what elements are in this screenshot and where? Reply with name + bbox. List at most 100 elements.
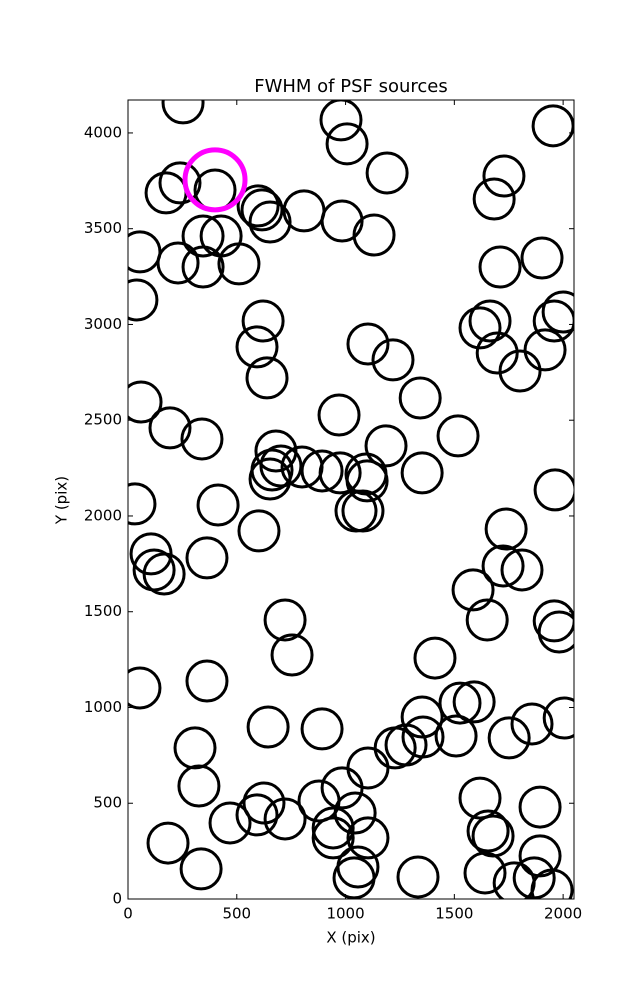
y-tick-label: 4000 — [84, 123, 122, 141]
source-circle — [235, 793, 279, 837]
source-circle — [158, 161, 202, 205]
source-circle — [185, 536, 229, 580]
source-circle — [325, 122, 369, 166]
source-circle — [487, 716, 531, 760]
y-axis-label: Y (pix) — [53, 476, 71, 525]
y-tick-label: 0 — [112, 890, 122, 908]
source-circle — [282, 189, 326, 233]
source-circle — [128, 230, 162, 274]
x-tick-label: 1000 — [326, 905, 364, 923]
source-circle — [246, 705, 290, 749]
source-circle — [518, 834, 562, 878]
source-circle — [542, 696, 574, 740]
x-tick-label: 500 — [222, 905, 251, 923]
source-circle — [180, 417, 224, 461]
source-circle — [530, 868, 574, 899]
source-circle — [518, 785, 562, 829]
x-tick-label: 0 — [123, 905, 133, 923]
source-circle — [161, 100, 205, 125]
source-circle — [320, 199, 364, 243]
y-tick-label: 500 — [93, 794, 122, 812]
source-circle — [500, 548, 544, 592]
source-circle — [146, 821, 190, 865]
source-circle — [128, 380, 163, 424]
source-circle — [177, 764, 221, 808]
source-circle — [434, 714, 478, 758]
source-circle — [317, 393, 361, 437]
source-circle — [185, 659, 229, 703]
source-circle — [472, 177, 516, 221]
source-circle — [458, 776, 502, 820]
source-circle — [128, 278, 159, 322]
source-circle — [371, 338, 415, 382]
x-tick-label: 2000 — [544, 905, 582, 923]
source-circle — [438, 681, 482, 725]
source-circle — [498, 349, 542, 393]
source-circle — [365, 151, 409, 195]
source-circle — [144, 171, 188, 215]
source-circle — [240, 188, 284, 232]
source-circle — [533, 468, 574, 512]
source-circle — [318, 451, 362, 495]
source-circle — [237, 509, 281, 553]
source-circle — [398, 376, 442, 420]
source-circle — [248, 457, 292, 501]
source-circle — [182, 147, 248, 213]
source-circle — [452, 680, 496, 724]
source-circle — [400, 451, 444, 495]
x-tick-label: 1500 — [435, 905, 473, 923]
source-circle — [263, 598, 307, 642]
source-circle — [263, 797, 307, 841]
source-circle — [346, 816, 390, 860]
source-circle — [333, 791, 377, 835]
plot-area — [128, 100, 574, 899]
source-circle — [520, 236, 564, 280]
source-circle — [236, 184, 280, 228]
source-circle — [208, 801, 252, 845]
source-circle — [173, 726, 217, 770]
source-circle — [484, 507, 528, 551]
source-circle — [510, 702, 554, 746]
source-circle — [320, 766, 364, 810]
y-tick-label: 3000 — [84, 315, 122, 333]
source-circle — [537, 610, 574, 654]
source-circle — [235, 325, 279, 369]
source-circle — [319, 100, 363, 142]
source-circle — [466, 809, 510, 853]
source-circle — [346, 746, 390, 790]
source-circle — [481, 544, 525, 588]
source-circle — [181, 214, 225, 258]
source-circle — [142, 552, 186, 596]
source-circle — [245, 356, 289, 400]
source-circle — [300, 707, 344, 751]
source-circle — [523, 328, 567, 372]
source-circle — [179, 847, 223, 891]
source-circle — [436, 414, 480, 458]
source-circle — [400, 695, 444, 739]
source-circle — [300, 449, 344, 493]
source-circle — [345, 459, 389, 503]
source-circle — [532, 599, 574, 643]
source-circle — [156, 241, 200, 285]
source-circle — [364, 424, 408, 468]
source-circle — [541, 290, 574, 334]
source-circle — [217, 242, 261, 286]
y-tick-label: 1500 — [84, 602, 122, 620]
axes-frame — [127, 99, 575, 900]
source-circle — [248, 200, 292, 244]
source-circle — [465, 598, 509, 642]
y-tick-label: 1000 — [84, 698, 122, 716]
source-circle — [482, 154, 526, 198]
source-circle — [346, 322, 390, 366]
source-circle — [270, 633, 314, 677]
source-circle — [128, 482, 157, 526]
source-circle — [199, 214, 243, 258]
source-circle — [259, 444, 303, 488]
source-circle — [413, 636, 457, 680]
source-circle — [181, 245, 225, 289]
x-axis-label: X (pix) — [326, 929, 375, 947]
y-tick-label: 2000 — [84, 506, 122, 524]
source-circle — [478, 245, 522, 289]
source-circle — [468, 299, 512, 343]
source-circle — [396, 855, 440, 899]
